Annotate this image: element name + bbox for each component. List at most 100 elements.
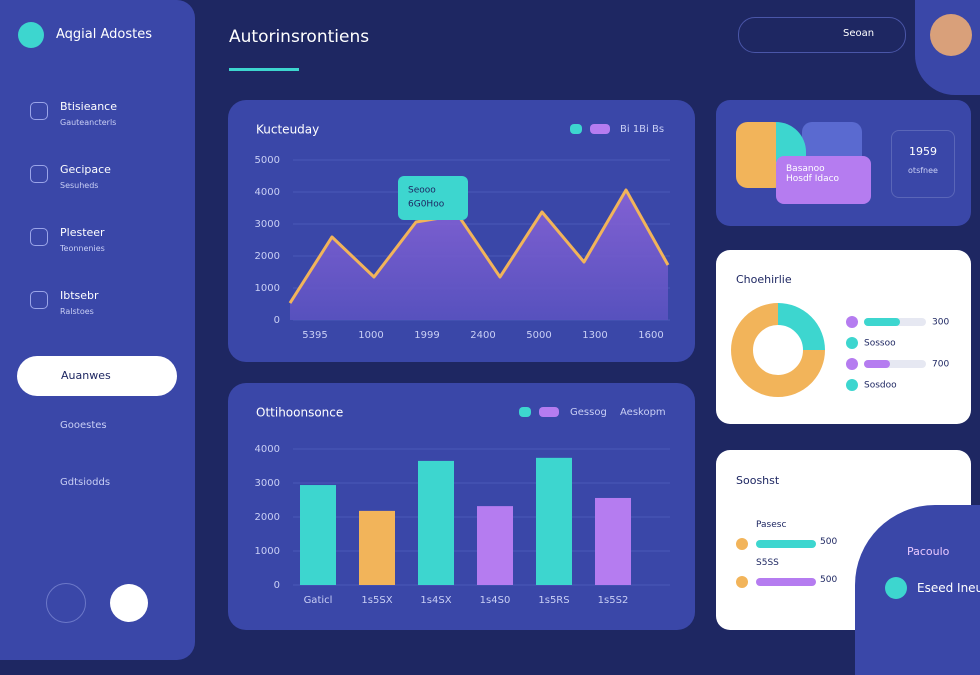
card-title: Choehirlie: [736, 273, 792, 286]
y-tick-label: 2000: [255, 251, 280, 262]
tooltip-line: 6G0Hoo: [408, 200, 445, 210]
y-tick-label: 5000: [255, 155, 280, 166]
active-nav[interactable]: Auanwes: [17, 356, 177, 396]
stat-box: 1959 otsfnee: [891, 130, 955, 198]
donut-slice: [777, 303, 825, 351]
row-bar: [756, 578, 816, 586]
legend-label: 300: [932, 318, 949, 328]
donut-slice: [731, 303, 825, 397]
nav-label: Ibtsebr: [60, 289, 99, 302]
bar: [536, 457, 572, 585]
y-tick-label: 0: [274, 580, 280, 591]
y-tick-label: 2000: [255, 512, 280, 523]
y-tick-label: 3000: [255, 219, 280, 230]
row-label: Pasesc: [756, 520, 787, 530]
y-tick-label: 0: [274, 315, 280, 326]
legend: Gessog: [570, 407, 607, 418]
bar: [300, 485, 336, 585]
bar-chart: Ottihoonsonce Gessog Aeskopm 0 1000 2000 30…: [255, 406, 670, 606]
tooltip: Basanoo Hosdf Idaco: [776, 156, 871, 204]
legend-swatch: [590, 124, 610, 134]
legend-label: 700: [932, 360, 949, 370]
x-tick-label: 1s5SX: [361, 595, 392, 606]
title-underline: [229, 68, 299, 71]
nav-label: Gecipace: [60, 163, 111, 176]
legend-dot: [846, 316, 858, 328]
x-tick-label: 1300: [582, 330, 607, 341]
avatar[interactable]: [930, 14, 972, 56]
row-label: S5SS: [756, 558, 779, 568]
progress: [864, 318, 900, 326]
x-tick-label: 5000: [526, 330, 551, 341]
top-card: Basanoo Hosdf Idaco 1959 otsfnee: [716, 100, 971, 226]
tooltip-line: Basanoo: [786, 164, 825, 174]
x-tick-label: 1s4S0: [480, 595, 511, 606]
y-tick-label: 1000: [255, 283, 280, 294]
y-tick-label: 1000: [255, 546, 280, 557]
nav-icon: [30, 228, 48, 246]
nav-sub: Ralstoes: [60, 307, 94, 316]
line-area: [290, 189, 668, 320]
legend: Bi 1Bi Bs: [620, 124, 664, 135]
donut-chart: Choehirlie 300 Sossoo 700 Sosdoo: [731, 273, 949, 397]
y-tick-label: 4000: [255, 444, 280, 455]
x-tick-label: 2400: [470, 330, 495, 341]
legend-swatch: [539, 407, 559, 417]
promo-title: Pacoulo: [907, 545, 950, 558]
row-value: 500: [820, 575, 838, 585]
line-chart: Kucteuday Bi 1Bi Bs 0 1000 2000 3000 4000 500…: [255, 123, 670, 341]
legend-label: Sossoo: [864, 339, 896, 349]
nav-label: Plesteer: [60, 226, 105, 239]
tooltip: [398, 176, 468, 220]
legend-swatch: [570, 124, 582, 134]
tooltip-line: Seooo: [408, 186, 436, 196]
stat-sub: otsfnee: [908, 166, 938, 175]
legend: Aeskopm: [620, 407, 666, 418]
search-box[interactable]: Seoan: [738, 17, 906, 53]
nav-label: Btisieance: [60, 100, 117, 113]
avatar-bg: [915, 0, 980, 95]
row-dot: [736, 538, 748, 550]
x-tick-label: 1999: [414, 330, 439, 341]
chart-title: Kucteuday: [256, 123, 319, 137]
nav-icon: [30, 291, 48, 309]
legend-swatch: [519, 407, 531, 417]
legend-dot: [846, 358, 858, 370]
y-tick-label: 4000: [255, 187, 280, 198]
icon: [885, 577, 907, 599]
row-bar: [756, 540, 816, 548]
x-tick-label: 1600: [638, 330, 663, 341]
nav-icon: [30, 165, 48, 183]
nav-link[interactable]: Gdtsiodds: [60, 477, 111, 488]
line: [288, 188, 670, 304]
page-title: Autorinsrontiens: [229, 27, 370, 47]
bar: [418, 460, 454, 585]
x-tick-label: 1s4SX: [420, 595, 451, 606]
x-tick-label: 1000: [358, 330, 383, 341]
button[interactable]: [46, 583, 86, 623]
x-tick-label: 1s5RS: [538, 595, 569, 606]
search-text: Seoan: [843, 28, 875, 39]
nav-sub: Sesuheds: [60, 181, 99, 190]
promo: Pacoulo Eseed Ineu: [855, 505, 980, 675]
line-panel: Kucteuday Bi 1Bi Bs 0 1000 2000 3000 4000 500…: [228, 100, 695, 362]
legend-label: Sosdoo: [864, 381, 897, 391]
x-tick-label: 5395: [302, 330, 327, 341]
chart-title: Ottihoonsonce: [256, 406, 343, 420]
x-tick-label: Gaticl: [304, 595, 333, 606]
nav-icon: [30, 102, 48, 120]
stat-value: 1959: [909, 145, 937, 158]
row-value: 500: [820, 537, 838, 547]
button[interactable]: [110, 584, 148, 622]
row-dot: [736, 576, 748, 588]
sidebar: Aqgial Adostes Btisieance Gauteancterls Ge…: [0, 0, 195, 660]
progress: [864, 360, 890, 368]
bar: [595, 497, 631, 585]
bar: [477, 506, 513, 585]
legend-dot: [846, 379, 858, 391]
legend-dot: [846, 337, 858, 349]
nav-link[interactable]: Gooestes: [60, 420, 107, 431]
card-title: Sooshst: [736, 474, 780, 487]
nav-sub: Gauteancterls: [60, 118, 117, 127]
